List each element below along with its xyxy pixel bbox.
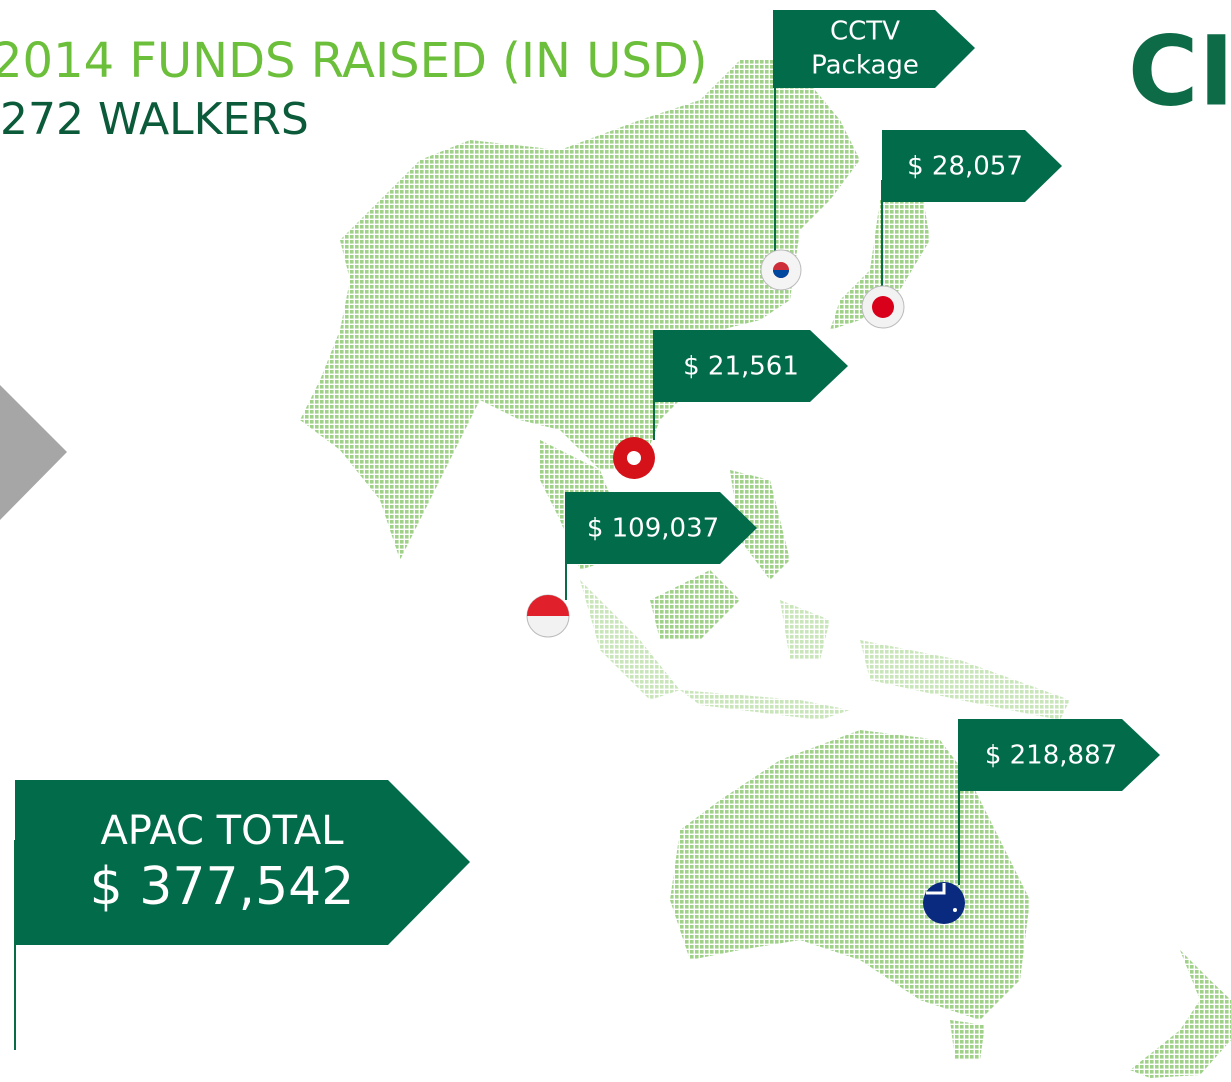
callout-text: Package [811, 51, 919, 81]
subtitle: 272 WALKERS [0, 94, 309, 145]
logo: CI [1128, 15, 1231, 127]
total-value: $ 377,542 [90, 857, 355, 917]
callout-text: $ 21,561 [683, 352, 799, 382]
title: 2014 FUNDS RAISED (IN USD) [0, 33, 708, 89]
arrow [0, 385, 67, 520]
callouts [15, 10, 1160, 945]
callout-text: $ 28,057 [907, 152, 1023, 182]
map [300, 60, 1231, 1078]
flags [526, 249, 965, 924]
total-label: APAC TOTAL [100, 808, 344, 854]
callout-text: $ 109,037 [587, 514, 719, 544]
callout-text: $ 218,887 [985, 741, 1117, 771]
callout-text: CCTV [830, 17, 900, 47]
